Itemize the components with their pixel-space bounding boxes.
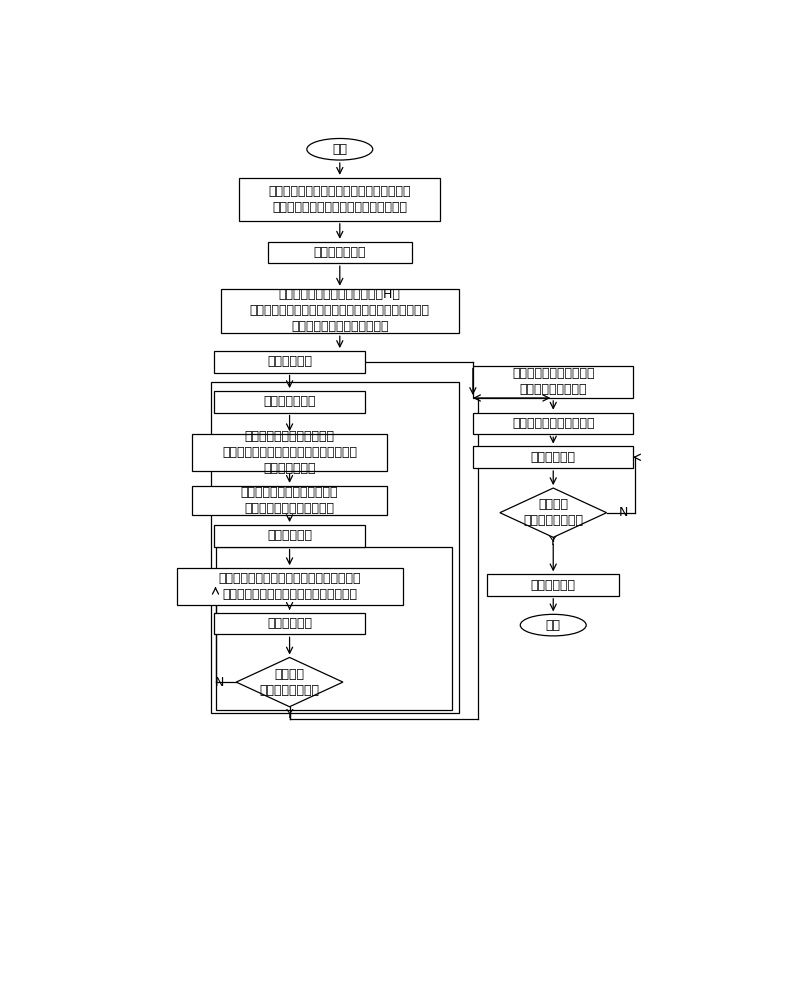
FancyBboxPatch shape: [192, 434, 387, 471]
FancyBboxPatch shape: [214, 351, 364, 373]
Text: 重新计算架构适配値函数: 重新计算架构适配値函数: [512, 417, 595, 430]
Text: Y: Y: [286, 708, 293, 721]
Text: 初始化量子粒子群算法参数：
种群规模及最大迭代次数等: 初始化量子粒子群算法参数： 种群规模及最大迭代次数等: [241, 486, 339, 515]
Text: 生成初始种群: 生成初始种群: [267, 529, 312, 542]
FancyBboxPatch shape: [177, 568, 403, 605]
Text: 量子粒子群算法对电动汽车负荷参与调频容
量的分布与分酷寻优，并计算其适应度；: 量子粒子群算法对电动汽车负荷参与调频容 量的分布与分酷寻优，并计算其适应度；: [219, 572, 360, 601]
Text: 整数型环网编码: 整数型环网编码: [313, 246, 366, 259]
Polygon shape: [237, 657, 343, 707]
Text: 输出重构结果: 输出重构结果: [531, 579, 576, 592]
Text: 输入电动汽车负荷调频参数
包括各节点电动汽车参与调频负荷限值、
解各维上下限；: 输入电动汽车负荷调频参数 包括各节点电动汽车参与调频负荷限值、 解各维上下限；: [222, 430, 357, 475]
Ellipse shape: [520, 614, 586, 636]
Text: 解的可行性判断: 解的可行性判断: [263, 395, 316, 408]
Text: 更新种群信息: 更新种群信息: [531, 451, 576, 464]
FancyBboxPatch shape: [267, 242, 412, 263]
FancyBboxPatch shape: [488, 574, 619, 596]
Text: 生成初始种群: 生成初始种群: [267, 355, 312, 368]
FancyBboxPatch shape: [220, 289, 459, 333]
Text: 结束: 结束: [546, 619, 561, 632]
Text: Y: Y: [549, 535, 557, 548]
Text: 是否达到
最大迭代次数値？: 是否达到 最大迭代次数値？: [523, 498, 583, 527]
FancyBboxPatch shape: [473, 366, 633, 398]
Text: 初始化配电网节点参数、支路参数及环网参
数，生成节点支路矩阵，对开关进行编号: 初始化配电网节点参数、支路参数及环网参 数，生成节点支路矩阵，对开关进行编号: [269, 185, 411, 214]
FancyBboxPatch shape: [214, 613, 364, 634]
FancyBboxPatch shape: [473, 413, 633, 434]
FancyBboxPatch shape: [214, 525, 364, 547]
FancyBboxPatch shape: [214, 391, 364, 413]
FancyBboxPatch shape: [192, 486, 387, 515]
Polygon shape: [500, 488, 607, 537]
Ellipse shape: [307, 138, 373, 160]
Text: 确定解空间的维数为系统环路数H；
设置每一维参数的上下限、种群规模、最大迭代次数；
初始化整数型粒子群算法参数: 确定解空间的维数为系统环路数H； 设置每一维参数的上下限、种群规模、最大迭代次数…: [249, 288, 430, 333]
Text: 更新种群信息: 更新种群信息: [267, 617, 312, 630]
Text: 返回电动汽车负荷参与调
频的位置与相应容量: 返回电动汽车负荷参与调 频的位置与相应容量: [512, 367, 595, 396]
FancyBboxPatch shape: [473, 446, 633, 468]
Text: N: N: [619, 506, 629, 519]
Text: N: N: [215, 676, 224, 689]
Text: 开始: 开始: [332, 143, 347, 156]
FancyBboxPatch shape: [240, 178, 441, 221]
Text: 是否达到
最大迭代次数値？: 是否达到 最大迭代次数値？: [259, 668, 320, 697]
